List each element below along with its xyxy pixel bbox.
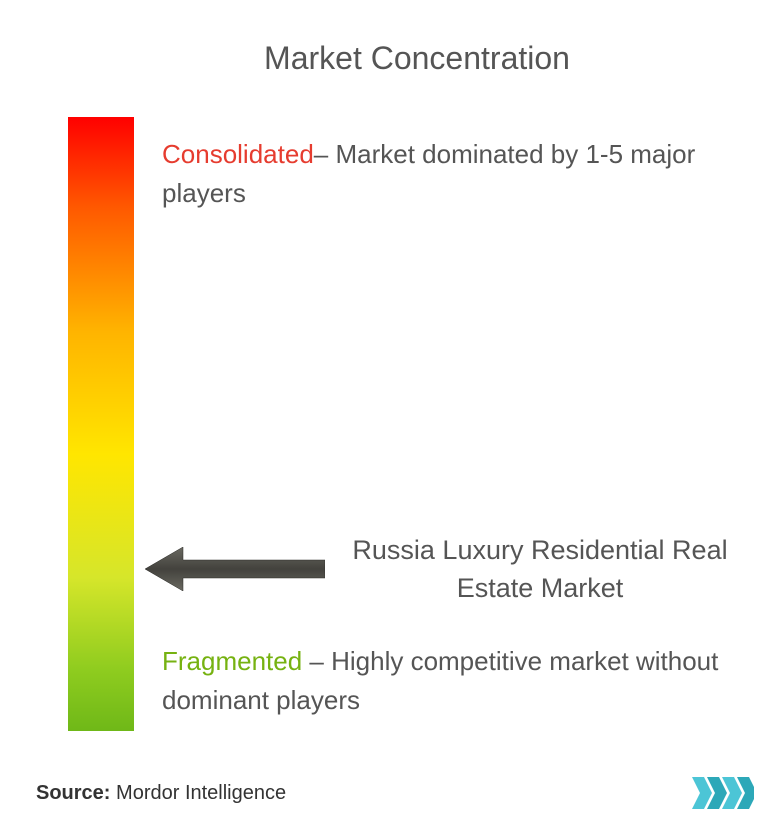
chart-title: Market Concentration (80, 40, 754, 77)
consolidated-label: Consolidated– Market dominated by 1-5 ma… (162, 135, 722, 213)
indicator-arrow-icon (145, 547, 325, 591)
mordor-logo-icon (690, 773, 754, 813)
footer: Source: Mordor Intelligence (36, 773, 754, 813)
fragmented-keyword: Fragmented (162, 646, 302, 676)
concentration-gradient-bar (68, 117, 134, 731)
consolidated-keyword: Consolidated (162, 139, 314, 169)
source-value: Mordor Intelligence (116, 782, 286, 804)
fragmented-label: Fragmented – Highly competitive market w… (162, 642, 722, 720)
source-label: Source: (36, 782, 116, 804)
chart-content: Consolidated– Market dominated by 1-5 ma… (30, 117, 754, 767)
market-name-label: Russia Luxury Residential Real Estate Ma… (325, 532, 755, 608)
source-attribution: Source: Mordor Intelligence (36, 782, 286, 805)
